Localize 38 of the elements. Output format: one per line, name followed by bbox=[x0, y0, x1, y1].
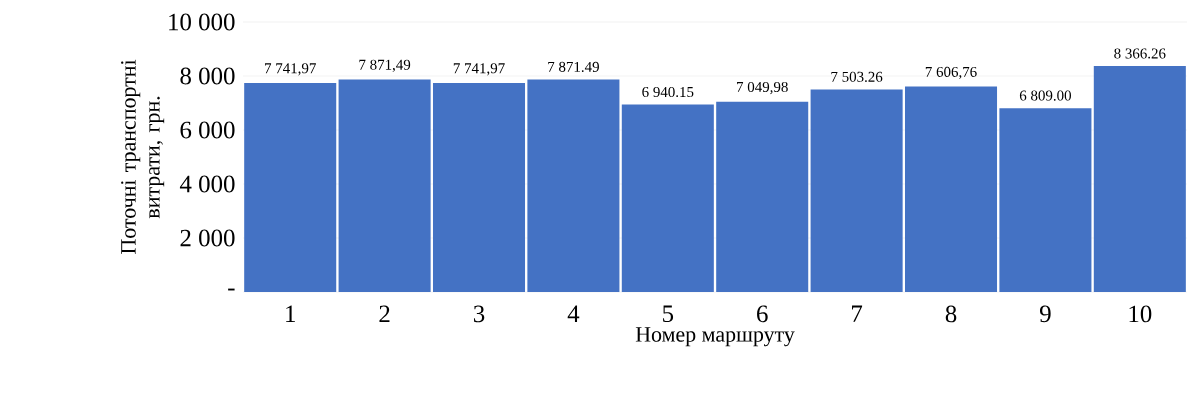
bar bbox=[999, 108, 1092, 292]
bar bbox=[244, 82, 337, 292]
data-label: 7 871,49 bbox=[359, 59, 411, 72]
bar bbox=[527, 79, 620, 292]
x-tick-label: 8 bbox=[945, 305, 957, 323]
bar bbox=[432, 82, 526, 292]
y-tick-label: 10 000 bbox=[169, 13, 235, 31]
bar bbox=[621, 104, 714, 292]
bar bbox=[338, 79, 431, 292]
data-label: 6 809.00 bbox=[1019, 90, 1071, 101]
bar bbox=[716, 101, 809, 292]
data-label: 6 940.15 bbox=[642, 86, 694, 98]
data-label: 7 741,97 bbox=[453, 63, 505, 76]
y-tick-label: - bbox=[228, 288, 235, 291]
data-label: 7 049,98 bbox=[737, 81, 788, 95]
x-tick-label: 6 bbox=[757, 305, 768, 323]
y-tick-label: 8 000 bbox=[180, 67, 235, 85]
y-tick-label: 4 000 bbox=[179, 175, 235, 193]
data-label: 7 606,76 bbox=[925, 66, 977, 80]
x-tick-label: 9 bbox=[1039, 305, 1051, 323]
bar bbox=[810, 89, 903, 292]
x-tick-label: 4 bbox=[567, 305, 580, 322]
x-tick-label: 1 bbox=[286, 305, 295, 322]
data-label: 8 366.26 bbox=[1114, 48, 1166, 59]
bar bbox=[1093, 66, 1186, 292]
y-axis-title: Поточні транспортні витрати, грн. bbox=[121, 59, 165, 254]
data-label: 7 503.26 bbox=[831, 71, 883, 82]
data-label: 7 741,97 bbox=[265, 63, 316, 76]
y-tick-label: 2 000 bbox=[180, 229, 235, 247]
x-axis-title: Номер маршруту bbox=[635, 327, 795, 347]
x-tick-label: 10 bbox=[1129, 305, 1152, 323]
x-tick-label: 3 bbox=[473, 305, 485, 323]
data-label: 7 871.49 bbox=[548, 61, 599, 72]
x-tick-label: 7 bbox=[852, 305, 863, 322]
y-tick-label: 6 000 bbox=[180, 121, 235, 139]
x-tick-label: 5 bbox=[663, 305, 674, 323]
x-tick-label: 2 bbox=[379, 305, 390, 323]
bar bbox=[904, 86, 998, 292]
